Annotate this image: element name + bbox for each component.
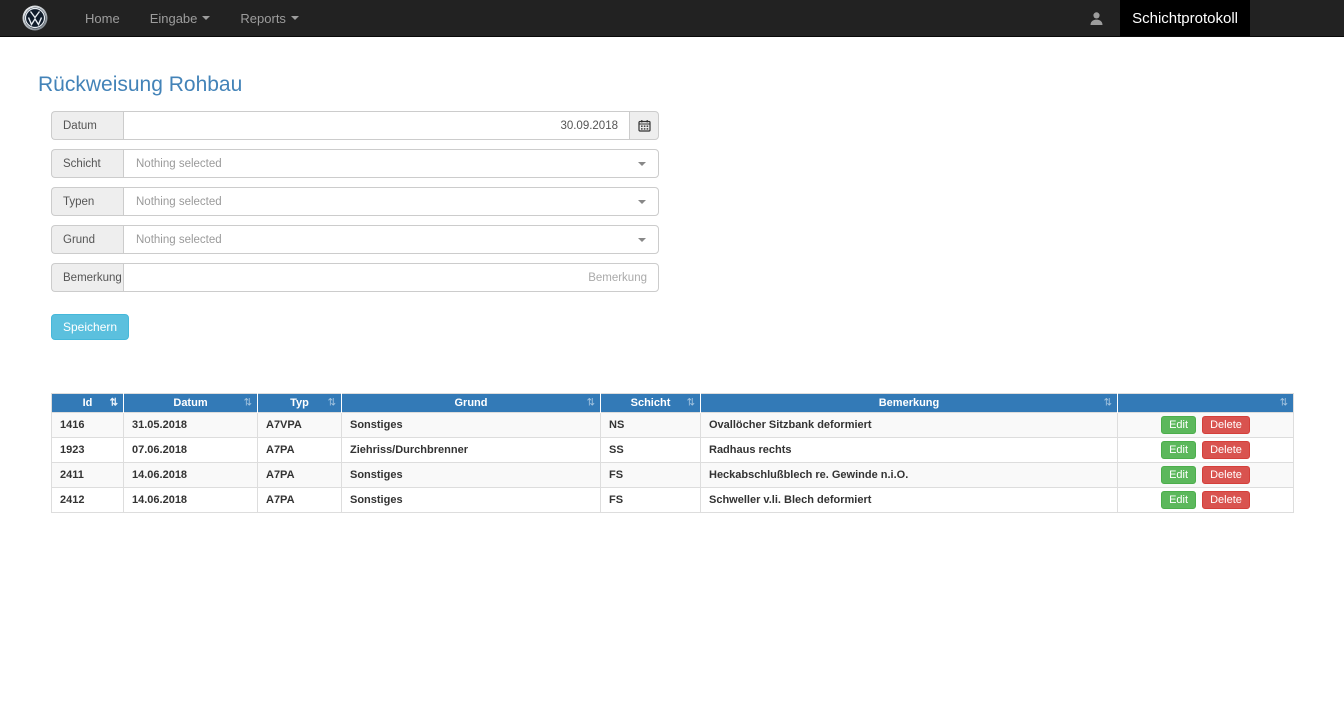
cell-bemerkung: Ovallöcher Sitzbank deformiert	[700, 412, 1118, 438]
table-row: 2411 14.06.2018 A7PA Sonstiges FS Heckab…	[51, 462, 1294, 488]
col-header-datum[interactable]: Datum ⇅	[123, 393, 258, 413]
schicht-field-group: Schicht Nothing selected	[51, 149, 659, 178]
chevron-down-icon	[638, 161, 646, 166]
nav-item-eingabe[interactable]: Eingabe	[135, 0, 226, 36]
cell-bemerkung: Radhaus rechts	[700, 437, 1118, 463]
cell-id: 1416	[51, 412, 124, 438]
col-header-bemerkung[interactable]: Bemerkung ⇅	[700, 393, 1118, 413]
bemerkung-input[interactable]	[123, 263, 659, 292]
cell-actions: Edit Delete	[1117, 487, 1294, 513]
col-header-schicht[interactable]: Schicht ⇅	[600, 393, 701, 413]
schicht-label: Schicht	[51, 149, 123, 178]
datum-field-group: Datum	[51, 111, 659, 140]
nav-item-label: Home	[85, 10, 120, 26]
edit-button[interactable]: Edit	[1161, 441, 1197, 459]
cell-datum: 14.06.2018	[123, 462, 258, 488]
sort-icon[interactable]: ⇅	[1103, 397, 1112, 409]
edit-button[interactable]: Edit	[1161, 491, 1197, 509]
cell-typ: A7PA	[257, 487, 342, 513]
vw-logo-icon[interactable]	[22, 5, 48, 31]
cell-grund: Sonstiges	[341, 462, 601, 488]
typen-select[interactable]: Nothing selected	[123, 187, 659, 216]
col-header-grund[interactable]: Grund ⇅	[341, 393, 601, 413]
col-header-actions[interactable]: ⇅	[1117, 393, 1294, 413]
col-header-id[interactable]: Id ⇅	[51, 393, 124, 413]
bemerkung-field-group: Bemerkung	[51, 263, 659, 292]
delete-button[interactable]: Delete	[1202, 441, 1250, 459]
cell-bemerkung: Heckabschlußblech re. Gewinde n.i.O.	[700, 462, 1118, 488]
cell-typ: A7PA	[257, 462, 342, 488]
grund-field-group: Grund Nothing selected	[51, 225, 659, 254]
nav-item-home[interactable]: Home	[70, 0, 135, 36]
delete-button[interactable]: Delete	[1202, 416, 1250, 434]
cell-datum: 14.06.2018	[123, 487, 258, 513]
cell-grund: Ziehriss/Durchbrenner	[341, 437, 601, 463]
cell-bemerkung: Schweller v.li. Blech deformiert	[700, 487, 1118, 513]
sort-icon[interactable]: ⇅	[1279, 397, 1288, 409]
bemerkung-label: Bemerkung	[51, 263, 123, 292]
cell-schicht: FS	[600, 487, 701, 513]
nav-item-label: Eingabe	[149, 10, 198, 26]
cell-schicht: FS	[600, 462, 701, 488]
user-icon[interactable]	[1089, 11, 1104, 26]
cell-id: 2411	[51, 462, 124, 488]
grund-select-value: Nothing selected	[136, 233, 222, 246]
datum-input[interactable]	[123, 111, 629, 140]
grund-label: Grund	[51, 225, 123, 254]
edit-button[interactable]: Edit	[1161, 466, 1197, 484]
save-button[interactable]: Speichern	[51, 314, 130, 340]
sort-icon[interactable]: ⇅	[243, 397, 252, 409]
cell-typ: A7PA	[257, 437, 342, 463]
delete-button[interactable]: Delete	[1202, 466, 1250, 484]
col-header-typ[interactable]: Typ ⇅	[257, 393, 342, 413]
sort-icon[interactable]: ⇅	[686, 397, 695, 409]
grund-select[interactable]: Nothing selected	[123, 225, 659, 254]
table-row: 1416 31.05.2018 A7VPA Sonstiges NS Ovall…	[51, 412, 1294, 438]
table-header-row: Id ⇅ Datum ⇅ Typ ⇅ Grund ⇅ Schicht ⇅ Bem…	[51, 393, 1294, 413]
navbar-links: Home Eingabe Reports	[70, 0, 314, 36]
cell-schicht: SS	[600, 437, 701, 463]
edit-button[interactable]: Edit	[1161, 416, 1197, 434]
nav-item-reports[interactable]: Reports	[225, 0, 314, 36]
cell-grund: Sonstiges	[341, 412, 601, 438]
top-navbar: Home Eingabe Reports Schichtprotokoll	[0, 0, 1344, 37]
typen-field-group: Typen Nothing selected	[51, 187, 659, 216]
table-row: 1923 07.06.2018 A7PA Ziehriss/Durchbrenn…	[51, 437, 1294, 463]
cell-typ: A7VPA	[257, 412, 342, 438]
cell-id: 1923	[51, 437, 124, 463]
nav-item-label: Reports	[240, 10, 286, 26]
chevron-down-icon	[638, 199, 646, 204]
typen-label: Typen	[51, 187, 123, 216]
app-brand[interactable]: Schichtprotokoll	[1120, 0, 1250, 36]
cell-actions: Edit Delete	[1117, 437, 1294, 463]
delete-button[interactable]: Delete	[1202, 491, 1250, 509]
sort-icon[interactable]: ⇅	[586, 397, 595, 409]
cell-grund: Sonstiges	[341, 487, 601, 513]
cell-datum: 31.05.2018	[123, 412, 258, 438]
schicht-select[interactable]: Nothing selected	[123, 149, 659, 178]
cell-actions: Edit Delete	[1117, 412, 1294, 438]
sort-icon[interactable]: ⇅	[109, 397, 118, 409]
records-table: Id ⇅ Datum ⇅ Typ ⇅ Grund ⇅ Schicht ⇅ Bem…	[51, 393, 1294, 513]
cell-schicht: NS	[600, 412, 701, 438]
chevron-down-icon	[638, 237, 646, 242]
sort-icon[interactable]: ⇅	[327, 397, 336, 409]
page-title: Rückweisung Rohbau	[38, 73, 243, 96]
cell-id: 2412	[51, 487, 124, 513]
entry-form: Datum Schicht Nothing selected Typen	[51, 111, 659, 292]
cell-datum: 07.06.2018	[123, 437, 258, 463]
calendar-icon[interactable]	[629, 111, 659, 140]
cell-actions: Edit Delete	[1117, 462, 1294, 488]
schicht-select-value: Nothing selected	[136, 157, 222, 170]
table-row: 2412 14.06.2018 A7PA Sonstiges FS Schwel…	[51, 487, 1294, 513]
typen-select-value: Nothing selected	[136, 195, 222, 208]
navbar-right: Schichtprotokoll	[1089, 0, 1344, 36]
chevron-down-icon	[290, 16, 299, 20]
chevron-down-icon	[202, 16, 211, 20]
datum-label: Datum	[51, 111, 123, 140]
